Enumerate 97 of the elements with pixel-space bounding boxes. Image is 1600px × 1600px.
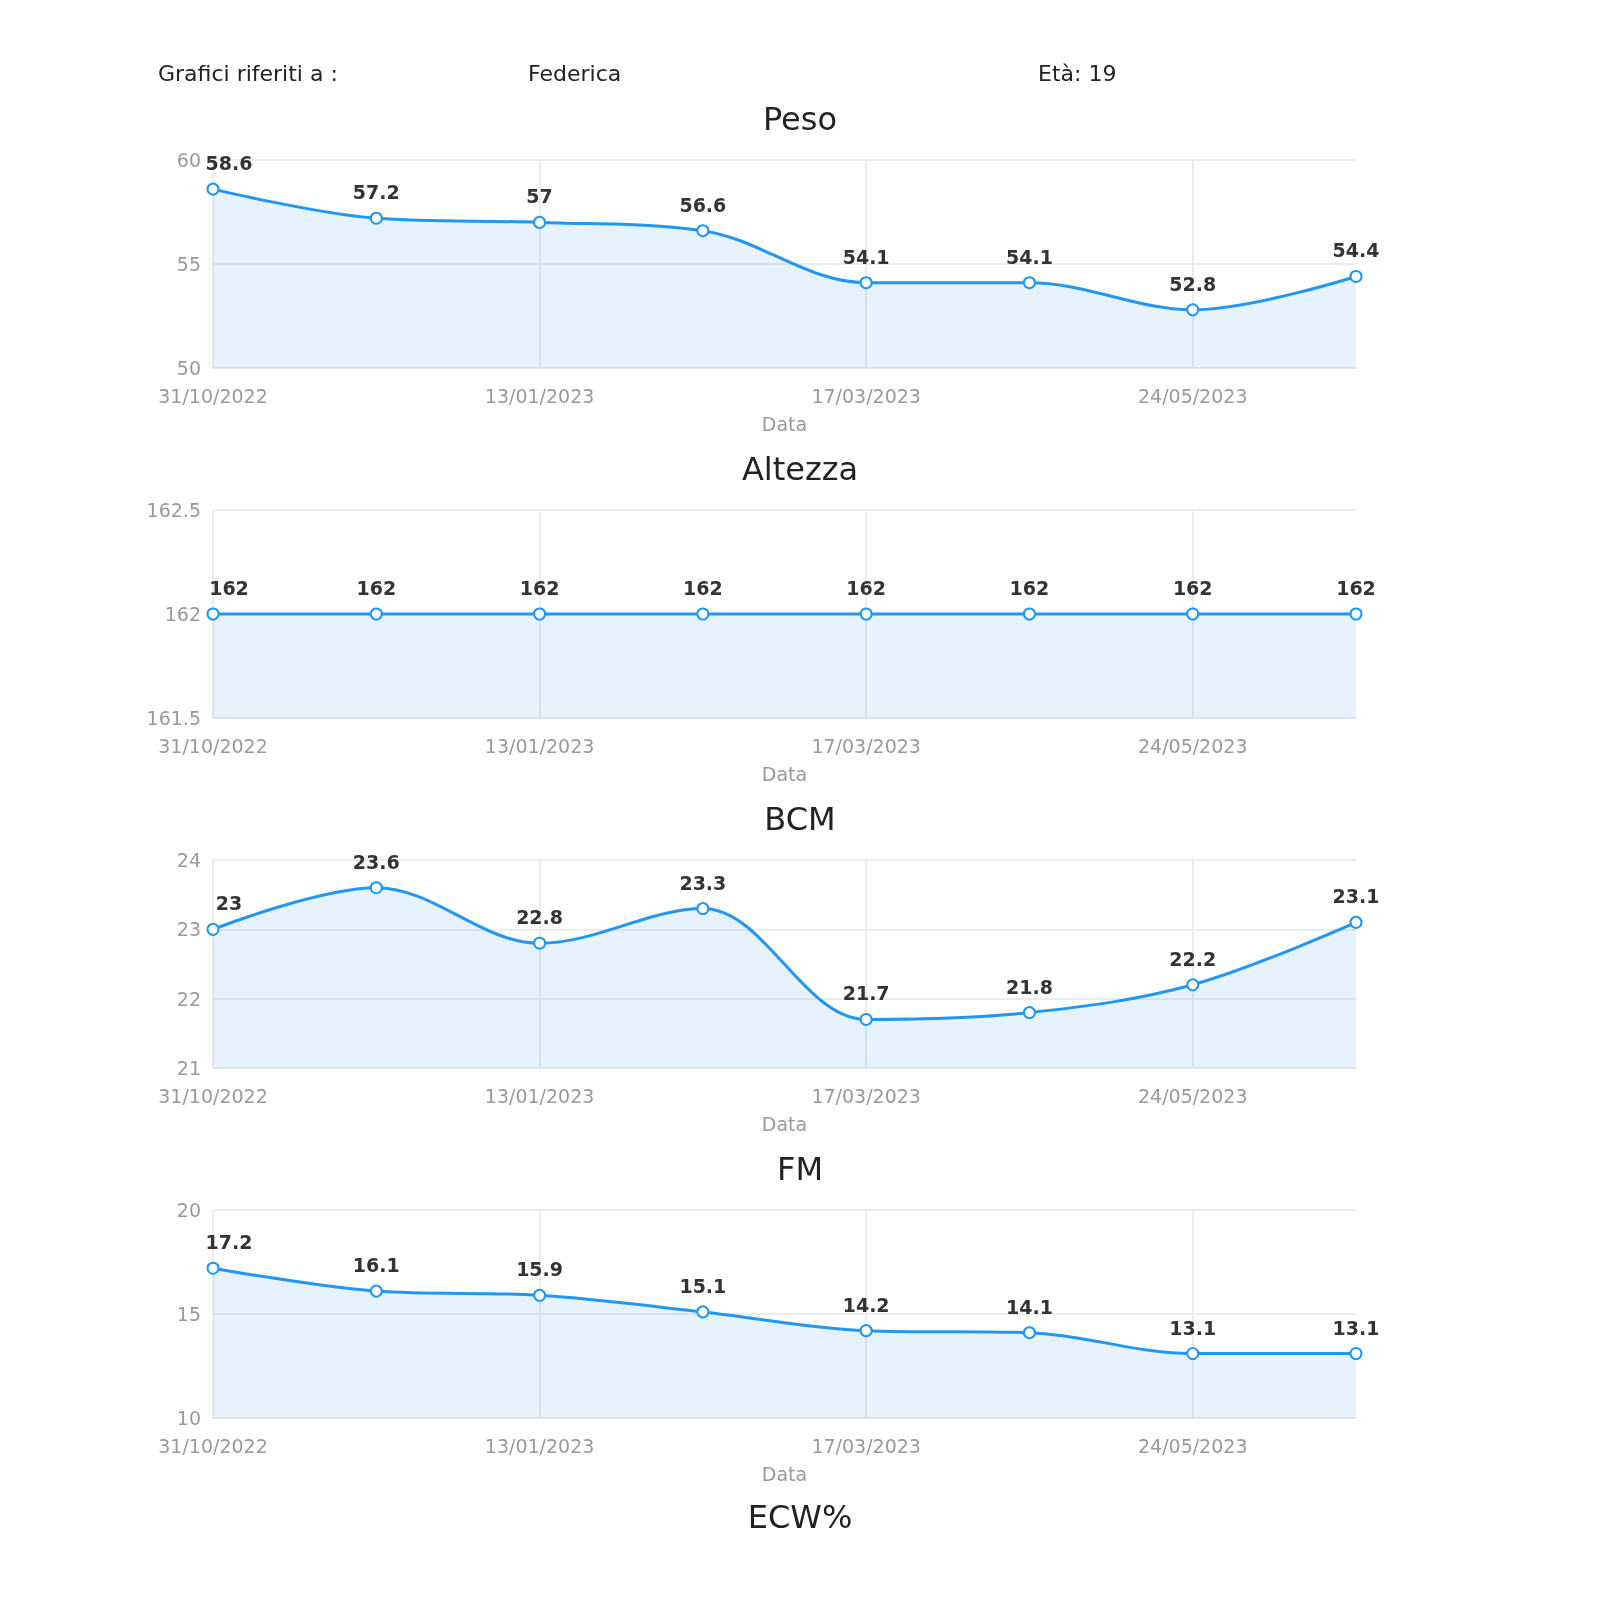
y-tick-label: 10: [176, 1407, 201, 1429]
y-tick-label: 161.5: [146, 707, 201, 729]
chart-title: BCM: [764, 800, 836, 838]
point: [696, 902, 710, 916]
data-label: 22.8: [516, 906, 564, 929]
point: [533, 936, 547, 950]
point: [1349, 1347, 1363, 1361]
x-tick-label: 13/01/2023: [484, 734, 595, 757]
data-label: 162: [356, 577, 397, 599]
x-tick-label: 31/10/2022: [158, 384, 268, 407]
text: Federica: [528, 60, 622, 86]
point: [369, 211, 383, 225]
data-label: 22.2: [1169, 947, 1217, 970]
data-label: 23.1: [1332, 885, 1380, 908]
point: [859, 1324, 873, 1338]
y-tick-label: 15: [176, 1303, 201, 1325]
text: Grafici riferiti a :: [158, 60, 338, 86]
data-label: 16.1: [352, 1254, 400, 1277]
point: [1349, 915, 1363, 929]
data-label: 15.9: [516, 1258, 564, 1281]
y-tick-label: 162.5: [146, 499, 201, 521]
point: [369, 1284, 383, 1298]
x-tick-label: 17/03/2023: [811, 1434, 921, 1457]
x-axis-title: Data: [761, 1112, 808, 1135]
point: [206, 922, 220, 936]
data-label: 56.6: [679, 193, 727, 216]
data-label: 54.1: [1005, 245, 1053, 268]
x-tick-label: 31/10/2022: [158, 734, 268, 757]
chart-title: Peso: [762, 100, 838, 138]
y-tick-label: 20: [176, 1199, 201, 1221]
point: [1022, 1326, 1036, 1340]
point: [1349, 269, 1363, 283]
y-tick-label: 23: [176, 918, 201, 941]
chart-title: Altezza: [741, 450, 859, 488]
point: [369, 881, 383, 895]
chart-title: FM: [776, 1150, 824, 1188]
x-tick-label: 24/05/2023: [1137, 1434, 1248, 1457]
data-label: 57: [526, 185, 553, 208]
x-tick-label: 13/01/2023: [484, 384, 595, 407]
data-label: 162: [683, 577, 723, 599]
x-tick-label: 13/01/2023: [484, 1084, 595, 1107]
y-tick-label: 162: [164, 603, 201, 625]
data-label: 162: [1336, 577, 1376, 599]
point: [1186, 303, 1200, 317]
data-label: 54.1: [842, 245, 890, 268]
x-axis-title: Data: [761, 1462, 808, 1485]
data-label: 162: [519, 577, 560, 599]
data-label: 162: [209, 577, 249, 599]
y-tick-label: 21: [176, 1057, 201, 1079]
data-label: 23.3: [679, 871, 727, 894]
data-label: 162: [1172, 577, 1213, 599]
x-tick-label: 17/03/2023: [811, 384, 921, 407]
data-label: 23: [215, 892, 243, 915]
data-label: 54.4: [1332, 239, 1380, 262]
x-tick-label: 24/05/2023: [1137, 384, 1248, 407]
point: [696, 1305, 710, 1319]
data-label: 58.6: [205, 152, 253, 175]
x-tick-label: 17/03/2023: [811, 1084, 921, 1107]
x-tick-label: 13/01/2023: [484, 1434, 595, 1457]
data-label: 162: [1009, 577, 1050, 599]
point: [206, 182, 220, 196]
data-label: 13.1: [1169, 1316, 1217, 1339]
x-axis-title: Data: [761, 762, 808, 785]
y-tick-label: 22: [176, 987, 201, 1010]
x-tick-label: 24/05/2023: [1137, 1084, 1248, 1107]
y-tick-label: 60: [176, 149, 201, 171]
point: [533, 1288, 547, 1302]
x-tick-label: 31/10/2022: [158, 1084, 268, 1107]
y-tick-label: 50: [176, 357, 201, 379]
point: [1022, 276, 1036, 290]
data-label: 21.8: [1005, 975, 1053, 998]
point: [859, 1012, 873, 1026]
y-tick-label: 24: [176, 849, 201, 871]
text: Età: 19: [1038, 60, 1117, 86]
data-label: 15.1: [679, 1274, 727, 1297]
data-label: 13.1: [1332, 1316, 1380, 1339]
data-label: 14.2: [842, 1293, 890, 1316]
data-label: 17.2: [205, 1231, 253, 1254]
point: [696, 224, 710, 238]
data-label: 57.2: [352, 181, 400, 204]
data-label: 52.8: [1169, 272, 1217, 295]
point: [859, 276, 873, 290]
data-label: 21.7: [842, 982, 890, 1005]
text: ECW%: [747, 1498, 853, 1536]
data-label: 162: [846, 577, 886, 599]
point: [206, 1261, 220, 1275]
data-label: 14.1: [1005, 1295, 1053, 1318]
x-tick-label: 17/03/2023: [811, 734, 921, 757]
y-tick-label: 55: [176, 253, 201, 275]
point: [533, 215, 547, 229]
x-tick-label: 24/05/2023: [1137, 734, 1248, 757]
point: [1186, 978, 1200, 992]
data-label: 23.6: [352, 850, 400, 873]
point: [1186, 1347, 1200, 1361]
point: [1022, 1006, 1036, 1020]
x-tick-label: 31/10/2022: [158, 1434, 268, 1457]
x-axis-title: Data: [761, 412, 808, 435]
